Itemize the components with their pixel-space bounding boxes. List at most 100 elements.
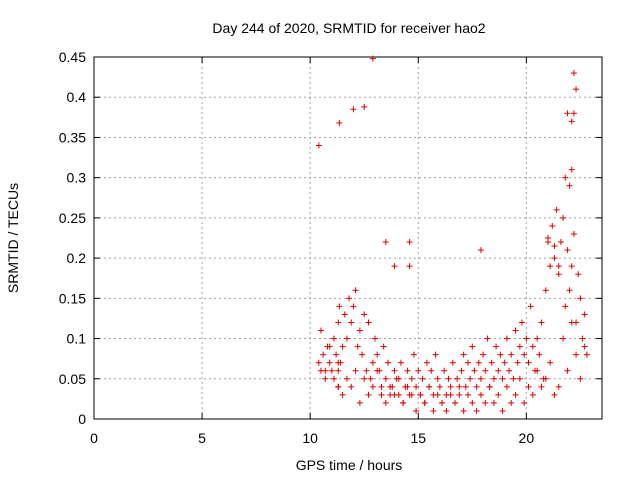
data-point <box>501 359 508 366</box>
data-point <box>579 335 586 342</box>
data-point <box>510 375 517 382</box>
data-point <box>382 375 389 382</box>
chart-title: Day 244 of 2020, SRMTID for receiver hao… <box>212 20 485 36</box>
data-point <box>562 303 569 310</box>
data-point <box>458 367 465 374</box>
data-point <box>408 391 415 398</box>
data-point <box>336 119 343 126</box>
y-tick-label: 0.45 <box>59 49 86 65</box>
data-point <box>363 367 370 374</box>
data-point <box>473 407 480 414</box>
x-tick-labels: 0 5 10 15 20 <box>90 430 534 446</box>
data-point <box>547 263 554 270</box>
data-point <box>555 383 562 390</box>
data-point <box>391 367 398 374</box>
data-point <box>473 383 480 390</box>
data-point <box>467 375 474 382</box>
y-tick-label: 0.25 <box>59 210 86 226</box>
data-point <box>499 407 506 414</box>
data-point <box>378 383 385 390</box>
data-point <box>335 383 342 390</box>
data-point <box>523 335 530 342</box>
data-point <box>382 239 389 246</box>
data-point <box>464 359 471 366</box>
data-point <box>369 359 376 366</box>
data-point <box>341 311 348 318</box>
data-point <box>315 142 322 149</box>
data-point <box>406 239 413 246</box>
data-point <box>322 367 329 374</box>
y-tick-labels: 0 0.05 0.1 0.15 0.2 0.25 0.3 0.35 0.4 0.45 <box>59 49 86 427</box>
data-point <box>551 243 558 250</box>
data-point <box>447 391 454 398</box>
data-point <box>395 375 402 382</box>
data-point <box>356 399 363 406</box>
data-point <box>447 383 454 390</box>
data-point <box>374 367 381 374</box>
data-point <box>512 391 519 398</box>
data-point <box>555 271 562 278</box>
data-point <box>570 230 577 237</box>
data-point <box>516 343 523 350</box>
data-point <box>384 359 391 366</box>
data-point <box>503 335 510 342</box>
data-point <box>477 375 484 382</box>
data-point <box>380 343 387 350</box>
data-point <box>477 247 484 254</box>
data-point <box>369 383 376 390</box>
data-point <box>462 383 469 390</box>
data-point <box>339 391 346 398</box>
data-point <box>443 407 450 414</box>
data-point <box>512 327 519 334</box>
data-point <box>581 311 588 318</box>
y-axis-title: SRMTID / TECUs <box>5 183 21 293</box>
data-point <box>521 351 528 358</box>
data-point <box>570 110 577 117</box>
data-point <box>525 359 532 366</box>
data-point <box>516 375 523 382</box>
data-point <box>397 359 404 366</box>
data-point <box>581 343 588 350</box>
data-point <box>445 375 452 382</box>
data-point <box>372 335 379 342</box>
data-point <box>527 303 534 310</box>
data-point <box>361 103 368 110</box>
data-point <box>350 303 357 310</box>
data-point <box>560 335 567 342</box>
data-point <box>352 287 359 294</box>
data-point <box>564 110 571 117</box>
data-point <box>566 287 573 294</box>
data-point <box>486 383 493 390</box>
data-point <box>421 399 428 406</box>
data-point <box>542 287 549 294</box>
data-point <box>493 343 500 350</box>
data-point <box>335 359 342 366</box>
x-tick-label: 20 <box>519 430 535 446</box>
data-point <box>456 391 463 398</box>
data-point <box>480 351 487 358</box>
data-point <box>508 399 515 406</box>
x-tick-label: 15 <box>410 430 426 446</box>
data-point <box>346 295 353 302</box>
data-point <box>350 106 357 113</box>
data-point <box>326 343 333 350</box>
data-point <box>551 391 558 398</box>
data-point <box>460 407 467 414</box>
data-point <box>391 391 398 398</box>
data-point <box>333 351 340 358</box>
data-point <box>434 375 441 382</box>
plot-frame <box>93 56 603 420</box>
data-point <box>359 351 366 358</box>
data-point <box>568 118 575 125</box>
data-point <box>471 367 478 374</box>
data-point <box>404 383 411 390</box>
data-point <box>519 319 526 326</box>
data-point <box>343 375 350 382</box>
data-points <box>315 55 590 414</box>
data-point <box>454 375 461 382</box>
data-point <box>547 359 554 366</box>
data-point <box>441 367 448 374</box>
x-tick-label: 5 <box>198 430 206 446</box>
data-point <box>439 399 446 406</box>
